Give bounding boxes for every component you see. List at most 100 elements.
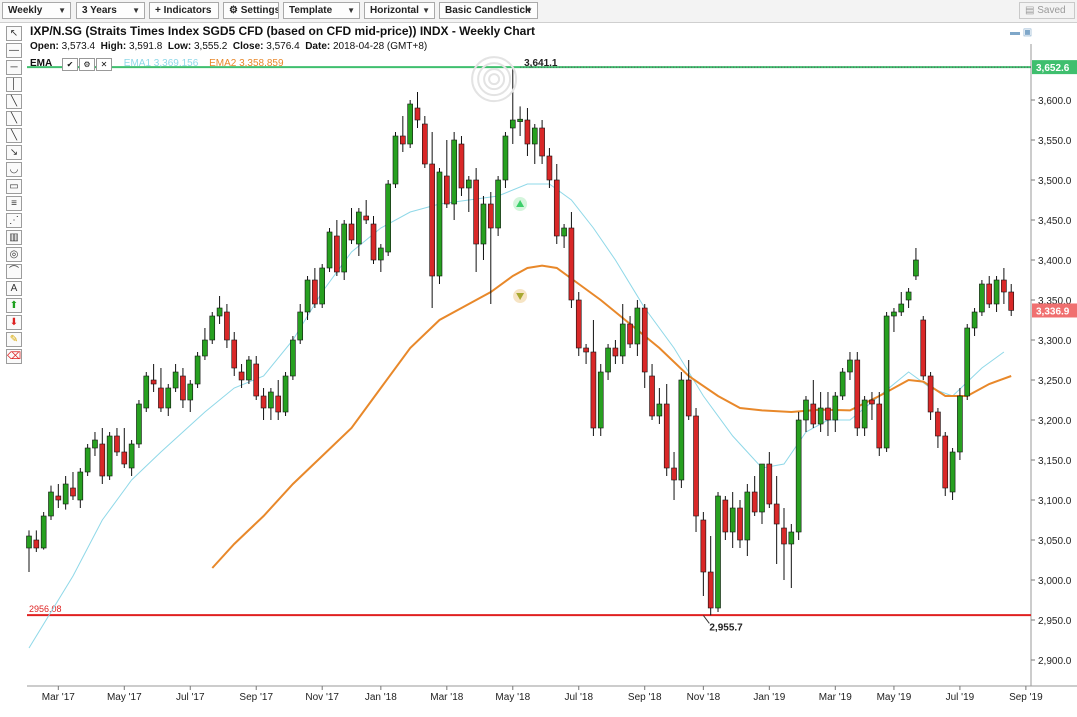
candle-down — [1008, 291, 1015, 311]
candle-up — [795, 419, 802, 533]
buy-signal-icon — [516, 200, 525, 207]
extended-line-icon[interactable]: ╲ — [6, 128, 22, 143]
candle-up — [509, 119, 516, 129]
candle-up — [77, 471, 84, 501]
crosshair-target-ring — [488, 73, 501, 86]
eraser-icon[interactable]: ⌫ — [6, 349, 22, 364]
candle-up — [106, 435, 113, 477]
candle-up — [290, 339, 296, 377]
candle-up — [847, 359, 853, 373]
gear-icon[interactable]: ⚙ — [79, 58, 95, 71]
saved-button[interactable]: ▤ Saved — [1019, 2, 1075, 19]
candle-down — [260, 395, 267, 409]
orientation-select[interactable]: Horizontal ▼ — [364, 2, 435, 19]
y-tick-label: 3,200.0 — [1038, 416, 1072, 427]
sell-signal-icon — [516, 293, 525, 300]
orientation-select-label: Horizontal — [370, 5, 419, 16]
chart-title: IXP/N.SG (Straits Times Index SGD5 CFD (… — [30, 24, 535, 38]
close-icon[interactable]: ✕ — [96, 58, 112, 71]
cursor-icon[interactable]: ↖ — [6, 26, 22, 41]
arcs-icon[interactable]: ⌒ — [6, 264, 22, 279]
candle-up — [465, 179, 472, 189]
settings-button[interactable]: ⚙ Settings — [223, 2, 279, 19]
candle-down — [568, 227, 575, 301]
close-value: 3,576.4 — [266, 41, 300, 52]
up-arrow-icon[interactable]: ⬆ — [6, 298, 22, 313]
candle-up — [268, 391, 274, 409]
fan-icon[interactable]: ⋰ — [6, 213, 22, 228]
candle-up — [407, 103, 413, 145]
line-icon[interactable]: ─ — [6, 60, 22, 75]
minimize-icon[interactable]: ▬ — [1010, 27, 1020, 38]
candle-up — [531, 127, 538, 145]
candle-down — [722, 499, 729, 533]
candle-down — [422, 123, 428, 165]
candle-down — [363, 215, 369, 221]
y-tick-label: 3,050.0 — [1038, 536, 1072, 547]
high-label: High: — [100, 41, 127, 52]
candle-up — [304, 279, 311, 313]
x-tick-label: Sep '17 — [239, 692, 273, 703]
x-tick-label: Mar '18 — [430, 692, 463, 703]
chart-style-select[interactable]: Basic Candlestick ▼ — [439, 2, 538, 19]
low-line-label: 2956.08 — [29, 604, 62, 614]
y-tick-label: 3,300.0 — [1038, 336, 1072, 347]
template-select[interactable]: Template ▼ — [283, 2, 360, 19]
candle-up — [913, 259, 919, 277]
x-tick-label: Nov '17 — [305, 692, 339, 703]
candle-up — [898, 303, 905, 313]
ray-icon[interactable]: ╲ — [6, 111, 22, 126]
candle-down — [238, 371, 245, 381]
candle-up — [502, 135, 509, 181]
trough-annotation: 2,955.7 — [709, 622, 743, 633]
down-arrow-icon[interactable]: ⬇ — [6, 315, 22, 330]
candle-down — [458, 143, 465, 189]
close-label: Close: — [232, 41, 264, 52]
arc-icon[interactable]: ◡ — [6, 162, 22, 177]
candle-down — [429, 163, 435, 277]
candle-up — [832, 395, 839, 421]
date-value: 2018-04-28 (GMT+8) — [333, 41, 428, 52]
fibonacci-icon[interactable]: ≡ — [6, 196, 22, 211]
candle-up — [619, 323, 626, 357]
arrow-line-icon[interactable]: ↘ — [6, 145, 22, 160]
high-value-box — [1032, 60, 1077, 75]
y-tick-label: 3,150.0 — [1038, 456, 1072, 467]
range-select[interactable]: 3 Years ▼ — [76, 2, 145, 19]
horizontal-line-icon[interactable]: — — [6, 43, 22, 58]
candle-down — [700, 519, 707, 573]
y-tick-label: 3,600.0 — [1038, 96, 1072, 107]
candle-down — [781, 527, 787, 545]
date-label: Date: — [305, 41, 331, 52]
trend-line-icon[interactable]: ╲ — [6, 94, 22, 109]
candle-up — [605, 347, 611, 373]
candle-down — [348, 223, 355, 241]
ohlc-readout: Open: 3,573.4 High: 3,591.8 Low: 3,555.2… — [30, 41, 427, 52]
x-tick-label: May '18 — [495, 692, 530, 703]
gann-icon[interactable]: ▥ — [6, 230, 22, 245]
candle-up — [282, 375, 289, 413]
pencil-icon[interactable]: ✎ — [6, 332, 22, 347]
vertical-line-icon[interactable]: │ — [6, 77, 22, 92]
x-tick-label: Jul '18 — [564, 692, 593, 703]
checkmark-icon[interactable]: ✔ — [62, 58, 78, 71]
open-value: 3,573.4 — [61, 41, 96, 52]
candle-up — [788, 531, 795, 545]
circles-icon[interactable]: ◎ — [6, 247, 22, 262]
maximize-icon[interactable]: ▣ — [1022, 27, 1033, 38]
candle-up — [861, 399, 868, 429]
candle-up — [341, 223, 347, 273]
indicators-button[interactable]: + Indicators — [149, 2, 219, 19]
text-icon[interactable]: A — [6, 281, 22, 296]
candle-down — [671, 467, 677, 481]
period-select[interactable]: Weekly ▼ — [2, 2, 71, 19]
rectangle-icon[interactable]: ▭ — [6, 179, 22, 194]
crosshair-target-ring — [477, 62, 512, 97]
x-tick-label: Jan '19 — [753, 692, 785, 703]
candle-up — [26, 535, 32, 549]
candle-down — [231, 339, 238, 369]
candle-down — [583, 347, 589, 353]
candle-down — [414, 107, 421, 121]
candle-up — [326, 231, 333, 269]
candle-up — [187, 383, 194, 401]
